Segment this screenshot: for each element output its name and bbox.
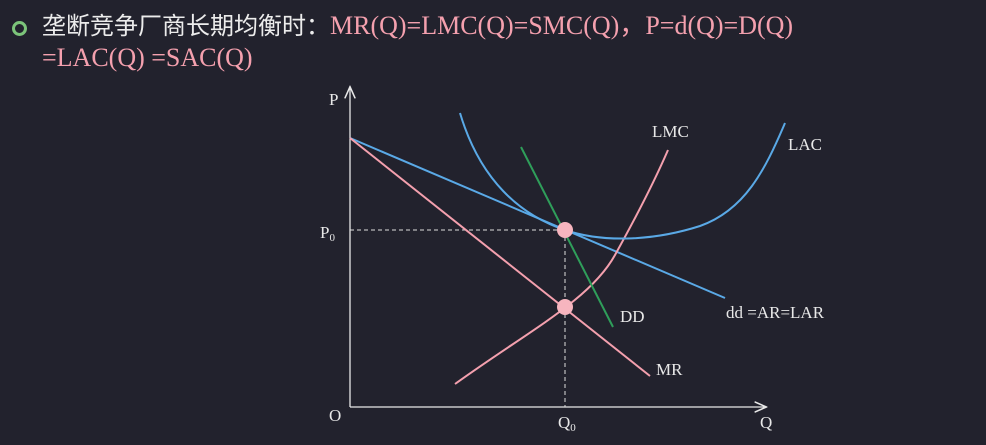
curve-label: dd =AR=LAR — [726, 303, 825, 322]
formula: =LAC(Q) =SAC(Q) — [42, 43, 253, 72]
lac-curve — [459, 112, 786, 240]
bullet — [12, 21, 27, 36]
curve-label: LMC — [652, 122, 689, 141]
axis-label: P — [329, 90, 338, 109]
curve-label: MR — [656, 360, 683, 379]
label-main: Q — [558, 413, 570, 432]
axis-label: Q — [760, 413, 772, 432]
intersection-point — [557, 299, 573, 315]
origin-label: O — [329, 406, 341, 425]
formula: MR(Q)=LMC(Q)=SMC(Q)，P=d(Q)=D(Q) — [330, 11, 794, 40]
label-main: P — [320, 223, 329, 242]
price-label: P0 — [320, 223, 335, 244]
equilibrium-point — [557, 222, 573, 238]
curve-label: LAC — [788, 135, 822, 154]
curve-label: DD — [620, 307, 645, 326]
quantity-label: Q0 — [558, 413, 576, 434]
header: 垄断竞争厂商长期均衡时：MR(Q)=LMC(Q)=SMC(Q)，P=d(Q)=D… — [42, 10, 793, 74]
label-sub: 0 — [570, 422, 576, 434]
mr-curve — [349, 137, 651, 377]
label-sub: 0 — [329, 232, 335, 244]
lead-text: 垄断竞争厂商长期均衡时： — [42, 12, 330, 40]
lmc-curve — [454, 149, 669, 385]
